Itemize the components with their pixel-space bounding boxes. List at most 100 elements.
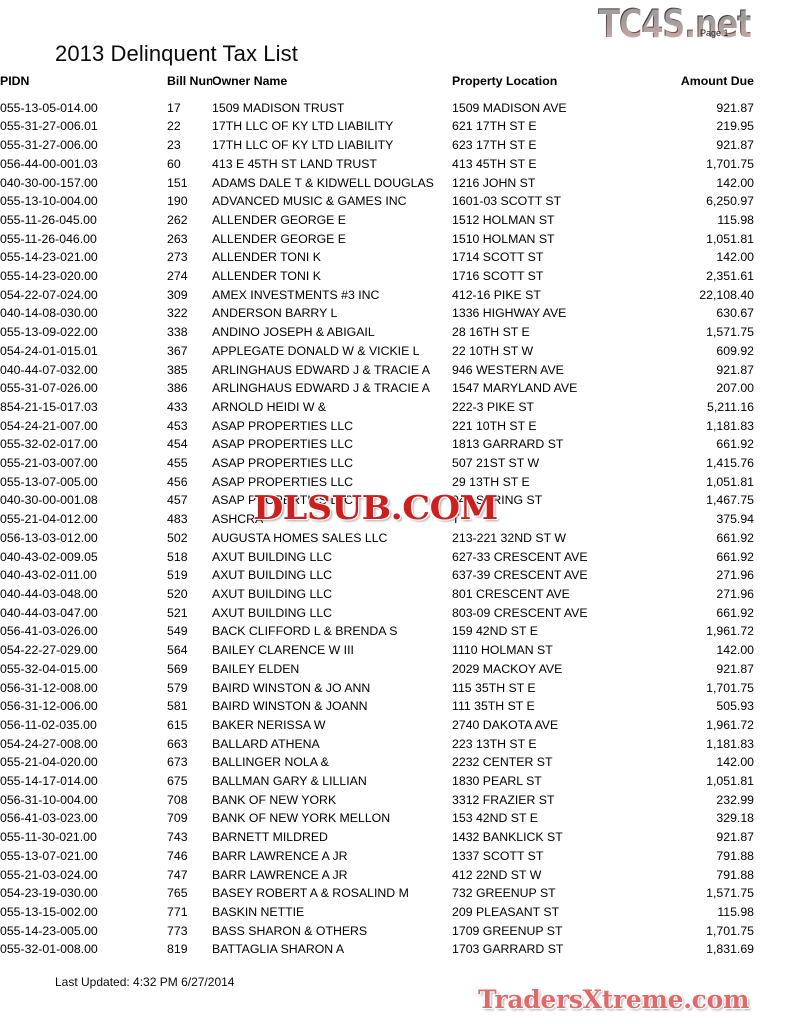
cell-amount-due: 271.96 [716, 586, 755, 601]
cell-owner-name: ASAP PROPERTIES LLC [212, 493, 354, 508]
cell-amount-due: 661.92 [716, 530, 755, 545]
cell-property-location: 412-16 PIKE ST [452, 287, 541, 302]
cell-pidn: 040-14-08-030.00 [0, 306, 98, 321]
cell-spacer [754, 99, 791, 118]
cell-owner-name: AMEX INVESTMENTS #3 INC [212, 287, 380, 302]
table-row: 055-13-05-014.00 17 1509 MADISON TRUST 1509… [0, 99, 791, 118]
watermark-tradersxtreme: TradersXtreme.com [478, 985, 750, 1014]
cell-pidn: 056-41-03-023.00 [0, 811, 98, 826]
cell-property-location: 1547 MARYLAND AVE [452, 381, 578, 396]
cell-spacer [754, 417, 791, 436]
cell-pidn: 054-22-27-029.00 [0, 643, 98, 658]
last-updated-text: Last Updated: 4:32 PM 6/27/2014 [55, 975, 235, 989]
cell-owner-name: BASEY ROBERT A & ROSALIND M [212, 886, 409, 901]
cell-property-location: 507 21ST ST W [452, 456, 540, 471]
cell-pidn: 040-30-00-001.08 [0, 493, 98, 508]
cell-pidn: 055-14-17-014.00 [0, 774, 98, 789]
cell-owner-name: 17TH LLC OF KY LTD LIABILITY [212, 138, 394, 153]
cell-amount-due: 142.00 [716, 643, 755, 658]
cell-pidn: 055-13-07-005.00 [0, 474, 98, 489]
cell-property-location: 2232 CENTER ST [452, 755, 553, 770]
cell-amount-due: 1,181.83 [706, 736, 755, 751]
cell-bill-num: 747 [167, 867, 188, 882]
cell-amount-due: 207.00 [716, 381, 755, 396]
cell-bill-num: 263 [167, 231, 188, 246]
cell-property-location: 111 35TH ST E [452, 699, 535, 714]
cell-bill-num: 549 [167, 624, 188, 639]
cell-spacer [754, 510, 791, 529]
cell-spacer [754, 398, 791, 417]
cell-spacer [754, 772, 791, 791]
cell-property-location: 621 17TH ST E [452, 119, 537, 134]
table-row: 854-21-15-017.03 433 ARNOLD HEIDI W & 222-3… [0, 398, 791, 417]
table-row: 055-13-09-022.00 338 ANDINO JOSEPH & ABIGA… [0, 323, 791, 342]
cell-amount-due: 630.67 [716, 306, 755, 321]
cell-amount-due: 921.87 [716, 138, 755, 153]
cell-property-location: 223 13TH ST E [452, 736, 537, 751]
cell-bill-num: 765 [167, 886, 188, 901]
cell-owner-name: AXUT BUILDING LLC [212, 586, 333, 601]
table-row: 055-13-15-002.00 771 BASKIN NETTIE 209 PLEA… [0, 903, 791, 922]
cell-property-location: 1110 HOLMAN ST [452, 643, 553, 658]
cell-bill-num: 433 [167, 399, 188, 414]
cell-bill-num: 386 [167, 381, 188, 396]
cell-owner-name: BARR LAWRENCE A JR [212, 867, 348, 882]
cell-spacer [754, 884, 791, 903]
cell-spacer [754, 211, 791, 230]
cell-pidn: 056-31-12-006.00 [0, 699, 98, 714]
cell-owner-name: BANK OF NEW YORK MELLON [212, 811, 391, 826]
cell-owner-name: AXUT BUILDING LLC [212, 549, 333, 564]
cell-property-location: 1509 MADISON AVE [452, 100, 567, 115]
cell-pidn: 055-14-23-005.00 [0, 923, 98, 938]
cell-bill-num: 151 [167, 175, 188, 190]
cell-bill-num: 663 [167, 736, 188, 751]
cell-bill-num: 274 [167, 269, 188, 284]
cell-property-location: 2029 MACKOY AVE [452, 661, 563, 676]
table-row: 055-21-03-024.00 747 BARR LAWRENCE A JR 412… [0, 866, 791, 885]
cell-bill-num: 22 [167, 119, 181, 134]
cell-amount-due: 142.00 [716, 755, 755, 770]
cell-pidn: 055-14-23-021.00 [0, 250, 98, 265]
table-row: 055-31-27-006.00 23 17TH LLC OF KY LTD LIA… [0, 136, 791, 155]
table-row: 055-14-17-014.00 675 BALLMAN GARY & LILLIA… [0, 772, 791, 791]
cell-spacer [754, 753, 791, 772]
table-row: 054-24-21-007.00 453 ASAP PROPERTIES LLC 22… [0, 417, 791, 436]
cell-spacer [754, 174, 791, 193]
tax-list-table: PIDN Bill Nun Owner Name Property Locati… [0, 72, 791, 959]
cell-pidn: 055-31-07-026.00 [0, 381, 98, 396]
cell-amount-due: 142.00 [716, 250, 755, 265]
cell-amount-due: 1,701.75 [706, 923, 755, 938]
cell-amount-due: 609.92 [716, 343, 755, 358]
cell-owner-name: BANK OF NEW YORK [212, 792, 337, 807]
column-header-amount-due: Amount Due [680, 74, 755, 88]
cell-pidn: 055-32-04-015.00 [0, 661, 98, 676]
cell-owner-name: ALLENDER GEORGE E [212, 231, 346, 246]
page-number: Page 1 [700, 28, 729, 38]
cell-owner-name: ANDINO JOSEPH & ABIGAIL [212, 325, 375, 340]
cell-pidn: 054-24-21-007.00 [0, 418, 98, 433]
cell-pidn: 055-21-04-020.00 [0, 755, 98, 770]
cell-amount-due: 2,351.61 [706, 269, 755, 284]
table-header-row: PIDN Bill Nun Owner Name Property Locati… [0, 72, 791, 99]
cell-bill-num: 483 [167, 512, 188, 527]
cell-owner-name: BACK CLIFFORD L & BRENDA S [212, 624, 398, 639]
cell-bill-num: 708 [167, 792, 188, 807]
cell-spacer [754, 454, 791, 473]
table-row: 055-31-07-026.00 386 ARLINGHAUS EDWARD J &… [0, 379, 791, 398]
cell-property-location: 1709 GREENUP ST [452, 923, 563, 938]
cell-owner-name: ASAP PROPERTIES LLC [212, 456, 354, 471]
cell-property-location: 221 10TH ST E [452, 418, 537, 433]
watermark-dlsub: DLSUB.COM [253, 488, 498, 527]
table-row: 055-11-30-021.00 743 BARNETT MILDRED 1432 B… [0, 828, 791, 847]
cell-amount-due: 1,701.75 [706, 680, 755, 695]
cell-owner-name: ASAP PROPERTIES LLC [212, 474, 354, 489]
cell-property-location: 2740 DAKOTA AVE [452, 717, 559, 732]
cell-owner-name: BASKIN NETTIE [212, 904, 305, 919]
table-row: 040-30-00-157.00 151 ADAMS DALE T & KIDWEL… [0, 174, 791, 193]
cell-property-location: 1830 PEARL ST [452, 774, 542, 789]
cell-spacer [754, 866, 791, 885]
cell-bill-num: 322 [167, 306, 188, 321]
cell-owner-name: BALLINGER NOLA & [212, 755, 329, 770]
cell-pidn: 040-44-03-047.00 [0, 605, 98, 620]
cell-spacer [754, 136, 791, 155]
